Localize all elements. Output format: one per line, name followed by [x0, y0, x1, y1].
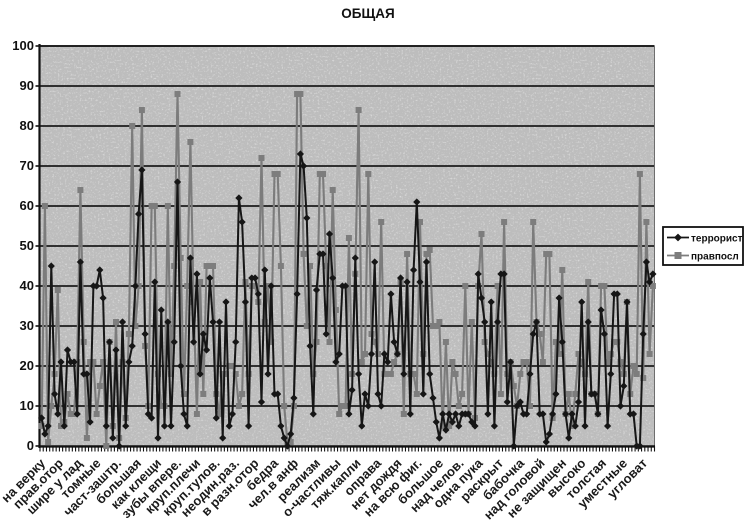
svg-text:ОБЩАЯ: ОБЩАЯ: [341, 6, 394, 21]
svg-text:40: 40: [20, 278, 34, 293]
svg-text:террорист: террорист: [691, 234, 743, 245]
svg-text:10: 10: [20, 398, 34, 413]
svg-text:100: 100: [12, 38, 34, 53]
svg-text:50: 50: [20, 238, 34, 253]
svg-text:0: 0: [27, 438, 34, 453]
svg-text:80: 80: [20, 118, 34, 133]
svg-text:30: 30: [20, 318, 34, 333]
svg-text:70: 70: [20, 158, 34, 173]
svg-text:правпосл: правпосл: [691, 252, 739, 263]
svg-text:60: 60: [20, 198, 34, 213]
svg-text:20: 20: [20, 358, 34, 373]
svg-text:90: 90: [20, 78, 34, 93]
